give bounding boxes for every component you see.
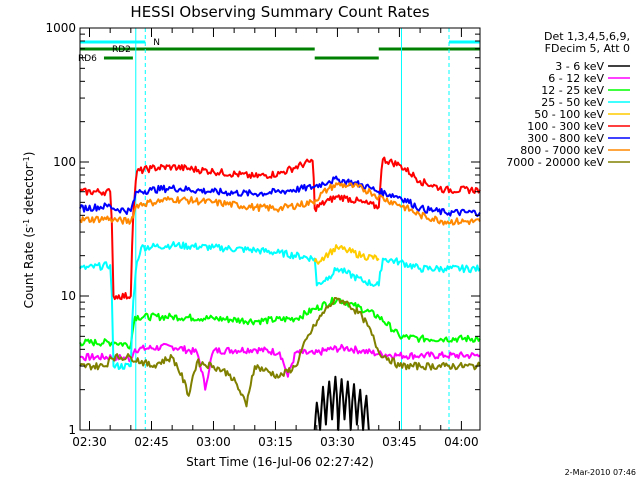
legend-label: 25 - 50 keV xyxy=(541,96,604,109)
x-tick-label: 03:15 xyxy=(258,435,293,449)
x-tick-label: 04:00 xyxy=(444,435,479,449)
legend-label: 6 - 12 keV xyxy=(548,72,604,85)
series-line xyxy=(79,296,481,350)
series-line xyxy=(79,182,481,226)
legend-header-line-2: FDecim 5, Att 0 xyxy=(545,42,630,55)
x-tick-label: 02:30 xyxy=(72,435,107,449)
series-line xyxy=(313,244,380,265)
x-axis: 02:30 02:45 03:00 03:15 03:30 03:45 04:00 xyxy=(72,28,479,449)
series-line xyxy=(79,156,481,301)
series-line xyxy=(79,297,481,408)
legend-label: 3 - 6 keV xyxy=(555,60,604,73)
chart-title: HESSI Observing Summary Count Rates xyxy=(130,3,429,21)
flag-label: N xyxy=(153,38,160,48)
series-line xyxy=(313,375,370,431)
legend-label: 12 - 25 keV xyxy=(541,84,604,97)
y-tick-label: 100 xyxy=(53,155,76,169)
series-line xyxy=(79,175,481,218)
legend-label: 7000 - 20000 keV xyxy=(506,156,604,169)
series-line xyxy=(79,342,481,391)
y-axis-label: Count Rate (s-1 detector-1) xyxy=(22,152,37,309)
flag-bars: N RD2 RD6 xyxy=(78,28,480,430)
plot-frame xyxy=(79,27,481,431)
flag-label: RD6 xyxy=(78,54,97,64)
legend-label: 100 - 300 keV xyxy=(527,120,604,133)
legend-label: 300 - 800 keV xyxy=(527,132,604,145)
y-tick-label: 10 xyxy=(61,289,76,303)
y-tick-label: 1000 xyxy=(45,21,76,35)
legend-header-line-1: Det 1,3,4,5,6,9, xyxy=(544,30,630,43)
series-layer xyxy=(79,156,481,431)
x-tick-label: 03:00 xyxy=(196,435,231,449)
x-axis-label: Start Time (16-Jul-06 02:27:42) xyxy=(186,455,374,469)
legend-label: 800 - 7000 keV xyxy=(520,144,604,157)
flag-label: RD2 xyxy=(112,45,131,55)
x-tick-label: 02:45 xyxy=(134,435,169,449)
x-tick-label: 03:45 xyxy=(382,435,417,449)
series-line xyxy=(79,241,481,370)
timestamp: 2-Mar-2010 07:46 xyxy=(565,468,636,477)
legend-label: 50 - 100 keV xyxy=(534,108,604,121)
y-axis: 1 10 100 1000 xyxy=(45,21,480,437)
x-tick-label: 03:30 xyxy=(320,435,355,449)
y-tick-label: 1 xyxy=(68,423,76,437)
